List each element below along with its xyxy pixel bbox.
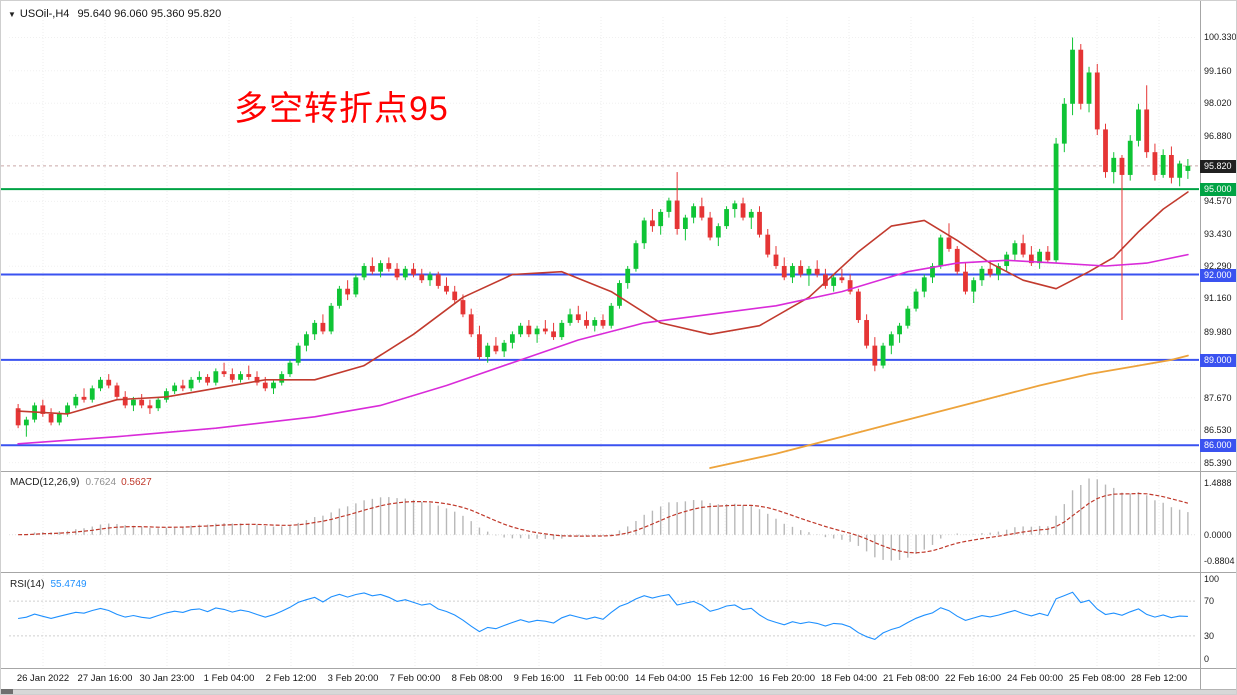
time-axis-label: 18 Feb 04:00	[821, 673, 877, 684]
rsi-indicator-label: RSI(14) 55.4749	[10, 579, 87, 590]
annotation-text[interactable]: 多空转折点95	[234, 90, 449, 128]
scrollbar-thumb[interactable]	[1, 689, 13, 694]
price-axis-label: 86.530	[1204, 425, 1232, 436]
price-axis-label: 96.880	[1204, 130, 1232, 141]
time-axis-label: 1 Feb 04:00	[203, 673, 255, 684]
rsi-axis-label: 100	[1204, 574, 1220, 584]
time-axis-label: 8 Feb 08:00	[451, 673, 503, 684]
ma-line-magenta	[17, 253, 1189, 445]
ma-line-red	[17, 191, 1189, 415]
macd-axis-label: -0.8804	[1204, 556, 1235, 566]
time-axis-label: 15 Feb 12:00	[697, 673, 753, 684]
price-badge-89.000: 89.000	[1200, 353, 1236, 367]
chart-title: ▼ USOil-,H4 95.640 96.060 95.360 95.820	[8, 8, 221, 20]
price-badge-86.000: 86.000	[1200, 439, 1236, 453]
rsi-value: 55.4749	[50, 579, 87, 590]
time-axis-label: 22 Feb 16:00	[945, 673, 1001, 684]
price-badge-95.000: 95.000	[1200, 183, 1236, 197]
price-axis-label: 91.160	[1204, 293, 1232, 304]
time-axis-label: 28 Feb 12:00	[1131, 673, 1187, 684]
macd-axis-label: 1.4888	[1204, 478, 1232, 488]
price-axis-label: 100.330	[1204, 32, 1237, 43]
chart-menu-icon[interactable]: ▼	[8, 10, 16, 19]
macd-axis-label: 0.0000	[1204, 529, 1232, 540]
price-axis-label: 93.430	[1204, 228, 1232, 239]
chart-symbol-period: USOil-,H4	[19, 8, 70, 20]
chart-ohlc-values: 95.640 96.060 95.360 95.820	[77, 8, 222, 20]
rsi-line	[18, 591, 1188, 641]
price-badge-95.820: 95.820	[1200, 159, 1236, 173]
macd-signal-line	[18, 492, 1189, 554]
time-axis-label: 9 Feb 16:00	[513, 673, 565, 684]
price-axis-label: 92.290	[1204, 261, 1232, 272]
macd-histogram	[25, 478, 1189, 561]
rsi-axis-label: 70	[1204, 596, 1215, 607]
price-axis-label: 98.020	[1204, 98, 1232, 109]
time-axis-label: 7 Feb 00:00	[389, 673, 441, 684]
time-axis-label: 16 Feb 20:00	[759, 673, 815, 684]
macd-indicator-label: MACD(12,26,9) 0.7624 0.5627	[10, 477, 152, 488]
macd-name: MACD(12,26,9)	[10, 477, 80, 488]
price-axis-label: 99.160	[1204, 65, 1232, 76]
rsi-name: RSI(14)	[10, 579, 45, 590]
time-axis-label: 25 Feb 08:00	[1069, 673, 1125, 684]
time-axis-label: 24 Feb 00:00	[1007, 673, 1063, 684]
candles-layer	[15, 37, 1191, 437]
time-axis-label: 11 Feb 00:00	[573, 673, 629, 684]
time-axis-label: 14 Feb 04:00	[635, 673, 691, 684]
macd-signal-value: 0.5627	[121, 477, 152, 488]
horizontal-scrollbar[interactable]	[1, 689, 1236, 694]
price-axis-label: 87.670	[1204, 392, 1232, 403]
time-axis-label: 26 Jan 2022	[16, 673, 70, 684]
price-axis-label: 94.570	[1204, 196, 1232, 207]
time-axis-label: 2 Feb 12:00	[265, 673, 317, 684]
rsi-axis-label: 0	[1204, 654, 1210, 664]
ma-line-orange	[709, 354, 1189, 469]
price-axis-label: 85.390	[1204, 457, 1232, 468]
rsi-axis-label: 30	[1204, 630, 1215, 641]
time-axis-label: 30 Jan 23:00	[139, 673, 195, 684]
time-axis-label: 27 Jan 16:00	[77, 673, 133, 684]
price-badge-92.000: 92.000	[1200, 268, 1236, 282]
time-axis-label: 21 Feb 08:00	[883, 673, 939, 684]
price-axis-label: 89.980	[1204, 326, 1232, 337]
time-axis-label: 3 Feb 20:00	[327, 673, 379, 684]
macd-main-value: 0.7624	[85, 477, 117, 488]
